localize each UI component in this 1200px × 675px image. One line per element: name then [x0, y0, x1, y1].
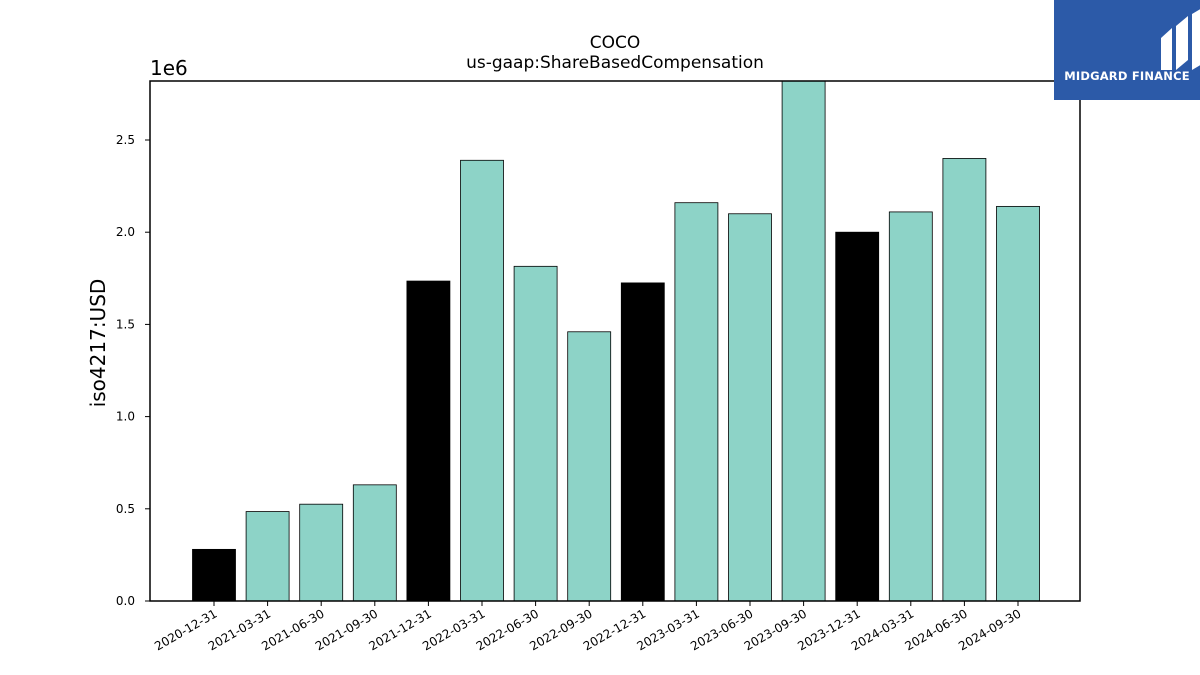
- y-tick-label: 1.0: [116, 410, 135, 424]
- bar-2021-12-31: [406, 280, 451, 602]
- bar-2022-12-31: [620, 282, 665, 602]
- bar-2023-06-30: [728, 213, 772, 602]
- bar-2022-09-30: [567, 331, 612, 602]
- y-tick-label: 0.5: [116, 502, 135, 516]
- bar-2023-03-31: [674, 202, 719, 602]
- bar-2020-12-31: [192, 548, 236, 602]
- midgard-logo-icon: [1161, 9, 1200, 70]
- chart-title: COCO: [590, 33, 641, 53]
- chart-subtitle: us-gaap:ShareBasedCompensation: [466, 53, 764, 73]
- y-tick-label: 1.5: [116, 317, 135, 331]
- bar-2022-06-30: [513, 265, 558, 602]
- y-tick-label: 2.5: [116, 133, 135, 147]
- bars-group: [192, 80, 1040, 602]
- plot-frame: [149, 80, 1081, 602]
- bar-2023-09-30: [781, 80, 826, 602]
- bar-2021-03-31: [245, 511, 290, 602]
- y-axis-multiplier: 1e6: [150, 56, 188, 80]
- logo-text: MIDGARD FINANCE: [1064, 69, 1190, 83]
- bar-2021-09-30: [352, 484, 397, 602]
- bar-2024-03-31: [888, 211, 933, 602]
- midgard-finance-logo: MIDGARD FINANCE: [1054, 0, 1200, 100]
- y-tick-label: 2.0: [116, 225, 135, 239]
- x-axis: 2020-12-312021-03-312021-06-302021-09-30…: [152, 601, 1024, 653]
- bar-2024-06-30: [942, 158, 987, 602]
- bar-2022-03-31: [460, 159, 504, 602]
- y-axis: 0.0 0.5 1.0 1.5 2.0 2.5: [116, 133, 150, 608]
- y-axis-label: iso4217:USD: [86, 279, 110, 408]
- bar-2021-06-30: [299, 503, 344, 602]
- bar-2023-12-31: [835, 231, 880, 602]
- bar-2024-09-30: [996, 205, 1040, 602]
- y-tick-label: 0.0: [116, 594, 135, 608]
